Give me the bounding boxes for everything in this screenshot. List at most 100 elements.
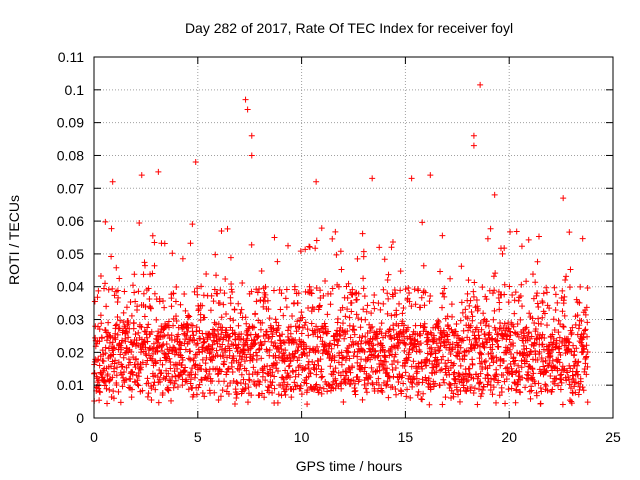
data-point — [508, 385, 515, 392]
data-point — [248, 132, 255, 139]
data-point — [473, 336, 480, 343]
data-point — [553, 337, 560, 344]
data-point — [377, 357, 384, 364]
data-point — [285, 372, 292, 379]
data-point — [191, 336, 198, 343]
data-point — [165, 370, 172, 377]
data-point — [299, 314, 306, 321]
data-point — [327, 363, 334, 370]
data-point — [584, 349, 591, 356]
data-point — [345, 349, 352, 356]
data-point — [165, 384, 172, 391]
data-point — [257, 326, 264, 333]
data-point — [581, 327, 588, 334]
y-tick-label: 0.06 — [57, 213, 84, 229]
data-point — [244, 341, 251, 348]
data-point — [548, 346, 555, 353]
data-point — [470, 293, 477, 300]
data-point — [153, 316, 160, 323]
data-point — [517, 316, 524, 323]
data-point — [136, 365, 143, 372]
data-point — [499, 250, 506, 257]
data-point — [494, 337, 501, 344]
data-point — [132, 298, 139, 305]
data-point — [442, 360, 449, 367]
data-point — [139, 359, 146, 366]
data-point — [496, 306, 503, 313]
data-point — [294, 382, 301, 389]
data-point — [348, 299, 355, 306]
data-point — [194, 340, 201, 347]
data-point — [135, 373, 142, 380]
data-point — [191, 288, 198, 295]
data-point — [395, 322, 402, 329]
data-point — [142, 344, 149, 351]
data-point — [97, 389, 104, 396]
data-point — [191, 374, 198, 381]
data-point — [280, 375, 287, 382]
grid — [94, 57, 613, 418]
data-point — [338, 266, 345, 273]
data-point — [278, 290, 285, 297]
data-point — [292, 373, 299, 380]
data-point — [389, 361, 396, 368]
data-point — [305, 305, 312, 312]
data-point — [392, 386, 399, 393]
data-point — [289, 338, 296, 345]
data-point — [346, 342, 353, 349]
data-point — [555, 382, 562, 389]
data-point — [179, 382, 186, 389]
data-point — [346, 366, 353, 373]
data-point — [463, 378, 470, 385]
data-point — [235, 300, 242, 307]
data-point — [363, 389, 370, 396]
data-point — [372, 348, 379, 355]
data-point — [178, 342, 185, 349]
data-point — [582, 326, 589, 333]
data-point — [196, 381, 203, 388]
data-point — [351, 380, 358, 387]
data-point — [501, 245, 508, 252]
data-point — [110, 388, 117, 395]
data-point — [117, 351, 124, 358]
data-point — [152, 359, 159, 366]
data-point — [427, 172, 434, 179]
data-point — [509, 371, 516, 378]
data-point — [435, 348, 442, 355]
data-point — [478, 351, 485, 358]
data-point — [255, 333, 262, 340]
y-tick-label: 0.11 — [58, 49, 84, 65]
data-point — [404, 386, 411, 393]
data-point — [101, 285, 108, 292]
data-point — [112, 336, 119, 343]
data-point — [556, 334, 563, 341]
data-point — [305, 332, 312, 339]
data-point — [229, 289, 236, 296]
data-point — [131, 271, 138, 278]
data-point — [354, 255, 361, 262]
data-point — [560, 367, 567, 374]
data-point — [534, 300, 541, 307]
data-point — [362, 364, 369, 371]
data-point — [177, 346, 184, 353]
data-point — [426, 298, 433, 305]
data-point — [198, 366, 205, 373]
data-point — [336, 352, 343, 359]
data-point — [150, 340, 157, 347]
data-point — [460, 337, 467, 344]
data-point — [561, 312, 568, 319]
data-point — [169, 373, 176, 380]
data-point — [209, 378, 216, 385]
data-point — [106, 386, 113, 393]
data-point — [216, 300, 223, 307]
data-point — [539, 314, 546, 321]
data-point — [347, 369, 354, 376]
data-point — [382, 354, 389, 361]
data-point — [367, 328, 374, 335]
data-point — [151, 239, 158, 246]
data-point — [201, 314, 208, 321]
data-point — [167, 359, 174, 366]
data-point — [145, 380, 152, 387]
data-point — [402, 286, 409, 293]
data-point — [382, 358, 389, 365]
